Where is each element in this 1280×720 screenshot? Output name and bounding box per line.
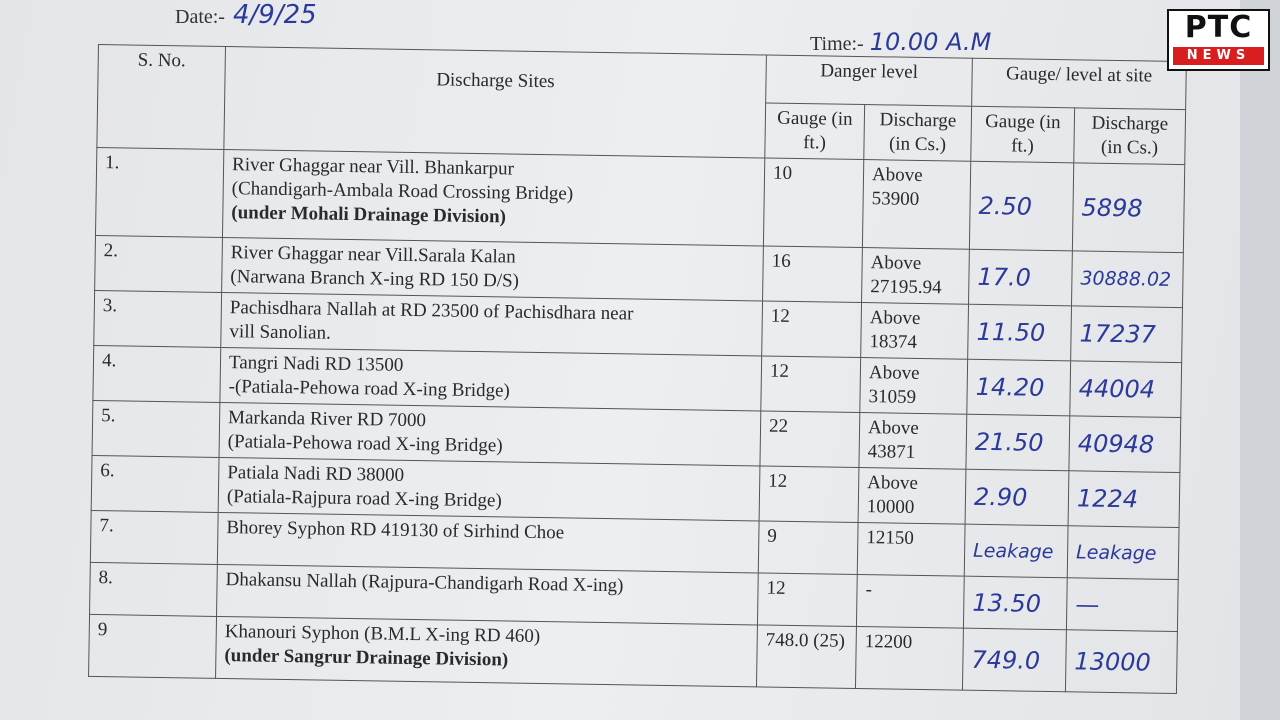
date-value: 4/9/25 <box>232 0 317 30</box>
time-label: Time:- <box>810 33 864 55</box>
row-site-discharge: 40948 <box>1068 415 1181 473</box>
row-site-gauge: 749.0 <box>962 628 1067 692</box>
row-site: Dhakansu Nallah (Rajpura-Chandigarh Road… <box>216 564 759 625</box>
row-danger-gauge: 10 <box>763 157 864 248</box>
row-sno: 4. <box>92 345 221 403</box>
header-danger-gauge: Gauge (in ft.) <box>764 102 865 160</box>
row-site-gauge: 13.50 <box>963 576 1068 630</box>
row-site-discharge: — <box>1066 577 1179 632</box>
row-sno: 5. <box>92 400 220 458</box>
discharge-table-wrapper: S. No. Discharge Sites Danger level Gaug… <box>88 44 1187 694</box>
row-danger-gauge: 9 <box>758 520 859 575</box>
row-danger-gauge: 22 <box>759 410 860 468</box>
row-sno: 3. <box>93 290 222 348</box>
row-site-gauge: 21.50 <box>965 414 1070 471</box>
time-field: Time:- 10.00 A.M <box>810 28 991 56</box>
row-danger-discharge: Above 31059 <box>859 357 968 415</box>
row-sno: 7. <box>90 510 219 565</box>
row-site-discharge: 13000 <box>1065 629 1178 694</box>
row-site-gauge: Leakage <box>964 524 1069 578</box>
row-site-gauge: 14.20 <box>966 359 1071 416</box>
row-site-discharge: 30888.02 <box>1071 250 1184 308</box>
row-site: River Ghaggar near Vill. Bhankarpur (Chan… <box>222 149 765 246</box>
row-danger-gauge: 12 <box>761 300 862 358</box>
row-sno: 6. <box>91 455 220 513</box>
row-danger-discharge: Above 53900 <box>862 159 971 250</box>
row-site: Markanda River RD 7000 (Patiala-Pehowa ro… <box>219 402 761 466</box>
row-danger-discharge: Above 43871 <box>858 412 967 470</box>
row-sno: 9 <box>88 614 217 679</box>
date-label: Date:- <box>175 6 225 28</box>
row-site: Pachisdhara Nallah at RD 23500 of Pachis… <box>220 292 763 356</box>
header-danger-level: Danger level <box>765 55 973 107</box>
row-site-gauge: 2.50 <box>969 161 1074 251</box>
table-row: 1. River Ghaggar near Vill. Bhankarpur (Ch… <box>95 147 1185 253</box>
background-edge <box>1240 0 1280 720</box>
header-site-discharge: Discharge (in Cs.) <box>1073 107 1186 165</box>
row-site: Patiala Nadi RD 38000 (Patiala-Rajpura ro… <box>218 457 760 521</box>
row-danger-discharge: 12150 <box>857 522 966 577</box>
row-danger-discharge: - <box>856 574 965 629</box>
date-field: Date:- 4/9/25 <box>175 0 317 30</box>
discharge-table: S. No. Discharge Sites Danger level Gaug… <box>88 44 1187 694</box>
row-site: Khanouri Syphon (B.M.L X-ing RD 460) (und… <box>215 616 758 687</box>
row-site-discharge: 44004 <box>1069 360 1182 418</box>
row-danger-gauge: 12 <box>757 572 858 627</box>
site-name: Dhakansu Nallah (Rajpura-Chandigarh Road… <box>225 569 624 597</box>
time-value: 10.00 A.M <box>869 28 992 56</box>
row-site-discharge: 1224 <box>1068 470 1180 528</box>
header-sno: S. No. <box>96 44 226 150</box>
row-danger-gauge: 16 <box>762 245 863 303</box>
header-sites: Discharge Sites <box>223 46 767 158</box>
row-danger-gauge: 12 <box>759 465 859 523</box>
row-danger-discharge: Above 18374 <box>860 302 969 360</box>
row-site-discharge: 5898 <box>1072 162 1185 253</box>
row-site: Tangri Nadi RD 13500 -(Patiala-Pehowa roa… <box>219 347 762 411</box>
row-site-discharge: 17237 <box>1070 305 1183 363</box>
document-photo <box>0 0 1250 720</box>
site-name: Bhorey Syphon RD 419130 of Sirhind Choe <box>226 517 565 544</box>
row-danger-discharge: Above 10000 <box>858 467 966 525</box>
row-sno: 1. <box>95 147 224 238</box>
row-site-gauge: 2.90 <box>965 469 1069 526</box>
header-site-gauge: Gauge (in ft.) <box>970 106 1075 163</box>
row-danger-gauge: 748.0 (25) <box>756 624 857 689</box>
row-sno: 8. <box>89 562 218 617</box>
row-site: Bhorey Syphon RD 419130 of Sirhind Choe <box>217 512 760 573</box>
row-site-gauge: 11.50 <box>967 304 1072 361</box>
ptc-news-logo: PTC NEWS <box>1167 9 1270 71</box>
row-site-discharge: Leakage <box>1067 525 1180 580</box>
row-sno: 2. <box>94 235 223 293</box>
row-danger-discharge: Above 27195.94 <box>861 247 970 305</box>
row-danger-discharge: 12200 <box>855 626 964 691</box>
row-site-gauge: 17.0 <box>968 249 1073 306</box>
header-danger-discharge: Discharge (in Cs.) <box>863 104 972 162</box>
row-site: River Ghaggar near Vill.Sarala Kalan (Nar… <box>221 237 764 301</box>
header-gauge-at-site: Gauge/ level at site <box>971 58 1187 110</box>
row-danger-gauge: 12 <box>760 355 861 413</box>
